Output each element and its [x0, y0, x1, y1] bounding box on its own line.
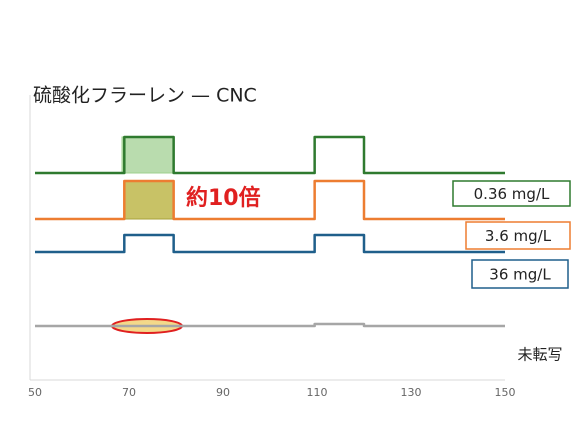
x-tick-label: 70	[122, 386, 136, 399]
highlight-box	[121, 136, 174, 174]
legend-box	[452, 180, 571, 207]
legend-label: 未転写	[517, 346, 562, 364]
line-series	[35, 179, 505, 221]
x-tick-label: 130	[401, 386, 422, 399]
line-series	[35, 135, 505, 175]
legend-box	[465, 221, 571, 250]
x-tick-label: 150	[495, 386, 516, 399]
legend-label: 36 mg/L	[489, 266, 551, 284]
x-tick-label: 90	[216, 386, 230, 399]
x-tick-label: 110	[307, 386, 328, 399]
line-series	[35, 322, 505, 328]
chart-title: 硫酸化フラーレン — CNC	[33, 85, 257, 107]
line-series	[35, 233, 505, 254]
legend-label: 3.6 mg/L	[485, 227, 552, 245]
legend-label: 0.36 mg/L	[474, 185, 550, 203]
annotation: 約10倍	[186, 185, 261, 211]
x-tick-label: 50	[28, 386, 42, 399]
legend-box	[471, 259, 569, 289]
highlight-box	[124, 180, 174, 220]
